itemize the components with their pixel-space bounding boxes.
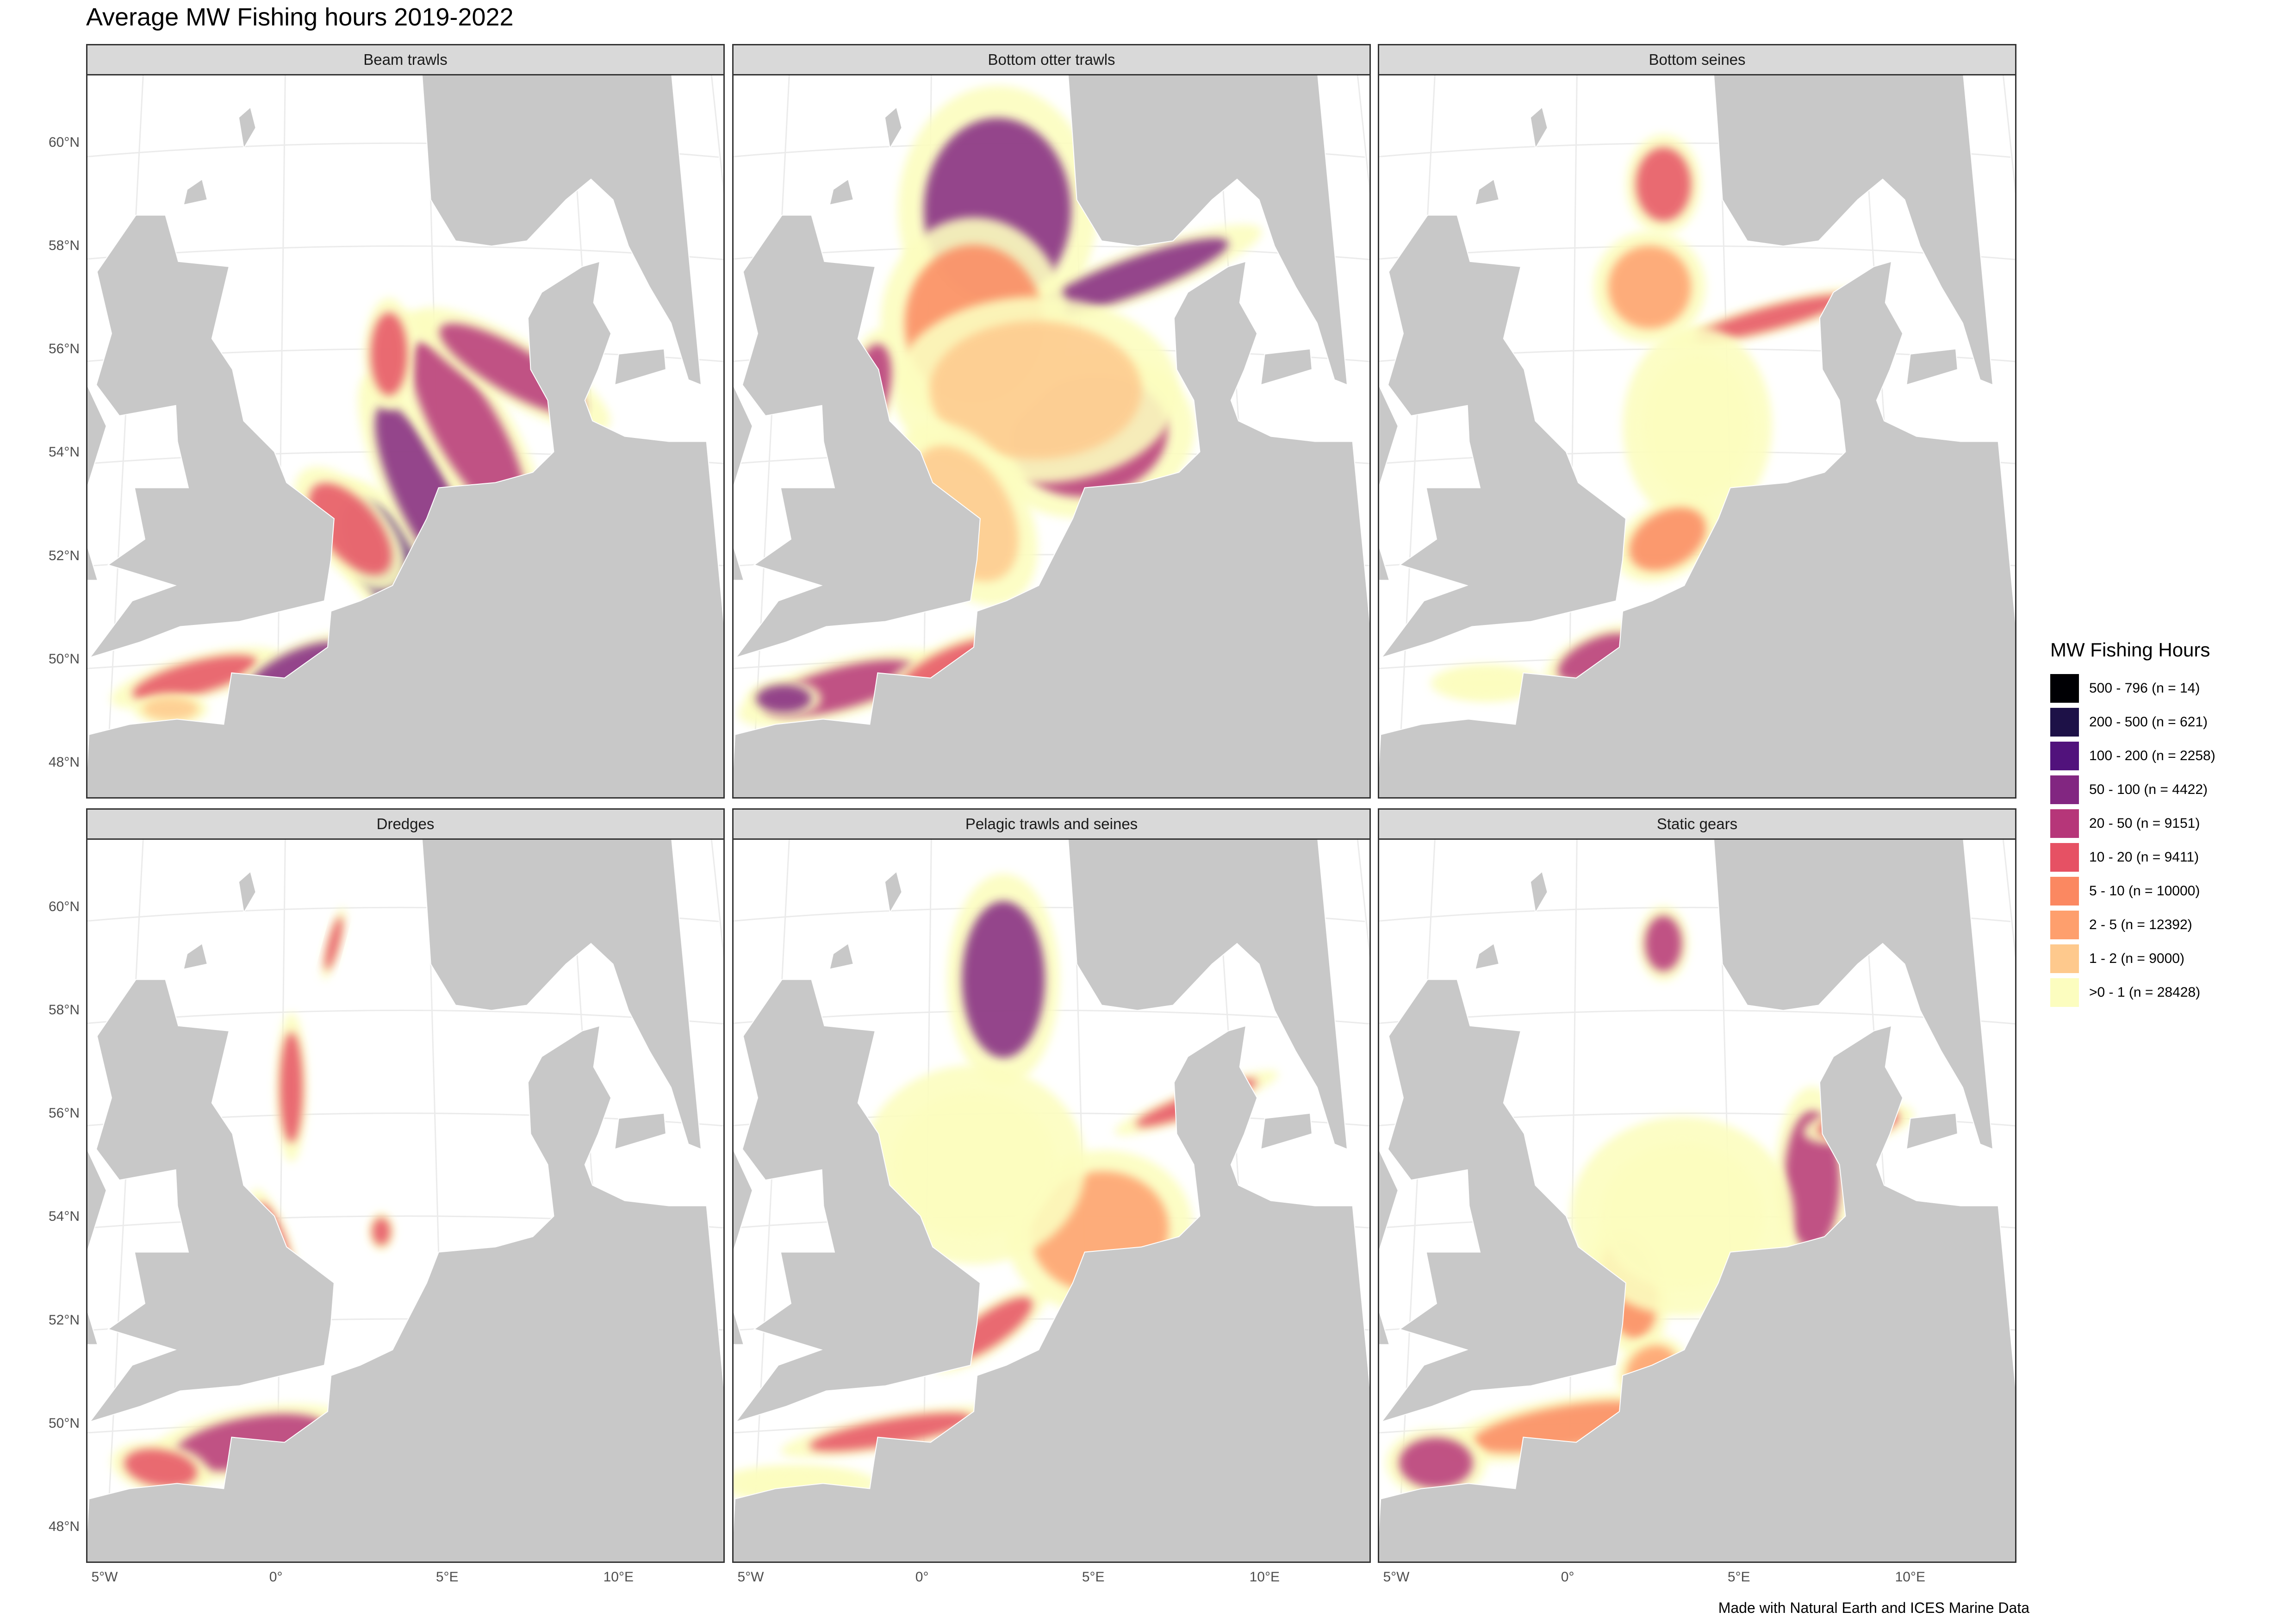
y-tick-label: 56°N (48, 341, 80, 357)
x-tick-label: 5°E (1727, 1569, 1750, 1585)
y-tick-label: 60°N (48, 135, 80, 150)
legend-item-label: 5 - 10 (n = 10000) (2089, 883, 2200, 899)
legend-item: 2 - 5 (n = 12392) (2050, 908, 2215, 942)
beam-trawl-map (86, 75, 725, 799)
legend-item: 5 - 10 (n = 10000) (2050, 874, 2215, 908)
facet-strip-label: Bottom seines (1378, 44, 2016, 75)
legend-items: 500 - 796 (n = 14) 200 - 500 (n = 621) 100… (2050, 671, 2215, 1009)
legend-item-label: 200 - 500 (n = 621) (2089, 714, 2208, 730)
legend-item-label: 10 - 20 (n = 9411) (2089, 849, 2199, 865)
legend-swatch (2050, 809, 2079, 838)
y-tick-label: 56°N (48, 1106, 80, 1121)
legend-item: 500 - 796 (n = 14) (2050, 671, 2215, 705)
x-tick-label: 5°E (1082, 1569, 1105, 1585)
figure-title: Average MW Fishing hours 2019-2022 (86, 3, 514, 31)
legend-item-label: 1 - 2 (n = 9000) (2089, 950, 2184, 966)
legend-item: 10 - 20 (n = 9411) (2050, 840, 2215, 874)
x-tick-label: 5°W (1383, 1569, 1410, 1585)
legend-swatch (2050, 910, 2079, 939)
y-tick-label: 48°N (48, 1518, 80, 1534)
legend-item-label: 20 - 50 (n = 9151) (2089, 815, 2200, 831)
static-gear-map (1378, 840, 2016, 1563)
legend-swatch (2050, 876, 2079, 906)
legend: MW Fishing Hours 500 - 796 (n = 14) 200 -… (2050, 639, 2215, 1009)
legend-item: 100 - 200 (n = 2258) (2050, 739, 2215, 773)
x-tick-label: 5°W (737, 1569, 764, 1585)
legend-item: >0 - 1 (n = 28428) (2050, 975, 2215, 1009)
legend-item: 200 - 500 (n = 621) (2050, 705, 2215, 739)
facet-panel: Pelagic trawls and seines (732, 808, 1371, 1563)
y-tick-label: 50°N (48, 1415, 80, 1431)
x-tick-label: 5°E (436, 1569, 459, 1585)
y-tick-label: 50°N (48, 651, 80, 667)
facet-strip-label: Pelagic trawls and seines (732, 808, 1371, 840)
legend-item-label: 100 - 200 (n = 2258) (2089, 748, 2215, 763)
facet-strip-label: Bottom otter trawls (732, 44, 1371, 75)
dredge-map (86, 840, 725, 1563)
y-tick-label: 54°N (48, 1209, 80, 1224)
legend-swatch (2050, 775, 2079, 804)
y-tick-label: 54°N (48, 444, 80, 460)
y-tick-label: 58°N (48, 1002, 80, 1018)
x-tick-label: 0° (1561, 1569, 1574, 1585)
x-tick-label: 0° (915, 1569, 929, 1585)
facet-panel: Bottom otter trawls (732, 44, 1371, 799)
x-tick-label: 10°E (1249, 1569, 1280, 1585)
x-tick-label: 10°E (603, 1569, 634, 1585)
legend-item-label: 50 - 100 (n = 4422) (2089, 781, 2208, 797)
legend-item: 1 - 2 (n = 9000) (2050, 942, 2215, 975)
otter-trawl-map (732, 75, 1371, 799)
legend-item-label: 2 - 5 (n = 12392) (2089, 917, 2192, 932)
legend-swatch (2050, 674, 2079, 703)
data-credit-caption: Made with Natural Earth and ICES Marine … (1718, 1599, 2029, 1616)
facet-panel: Beam trawls (86, 44, 725, 799)
legend-swatch (2050, 944, 2079, 973)
facet-panel: Dredges (86, 808, 725, 1563)
y-tick-label: 60°N (48, 899, 80, 915)
legend-swatch (2050, 843, 2079, 872)
legend-item-label: >0 - 1 (n = 28428) (2089, 984, 2201, 1000)
legend-swatch (2050, 741, 2079, 770)
facet-panel: Bottom seines (1378, 44, 2016, 799)
legend-swatch (2050, 707, 2079, 737)
pelagic-trawl-map (732, 840, 1371, 1563)
y-tick-label: 52°N (48, 548, 80, 563)
x-tick-label: 0° (269, 1569, 283, 1585)
y-tick-label: 48°N (48, 754, 80, 770)
legend-item: 20 - 50 (n = 9151) (2050, 806, 2215, 840)
legend-swatch (2050, 978, 2079, 1007)
facet-strip-label: Beam trawls (86, 44, 725, 75)
facet-panel: Static gears (1378, 808, 2016, 1563)
y-tick-label: 52°N (48, 1312, 80, 1328)
legend-item-label: 500 - 796 (n = 14) (2089, 680, 2200, 696)
facet-strip-label: Static gears (1378, 808, 2016, 840)
bottom-seine-map (1378, 75, 2016, 799)
x-tick-label: 5°W (91, 1569, 118, 1585)
facet-strip-label: Dredges (86, 808, 725, 840)
legend-item: 50 - 100 (n = 4422) (2050, 773, 2215, 806)
y-tick-label: 58°N (48, 238, 80, 254)
legend-title: MW Fishing Hours (2050, 639, 2210, 661)
x-tick-label: 10°E (1895, 1569, 1925, 1585)
